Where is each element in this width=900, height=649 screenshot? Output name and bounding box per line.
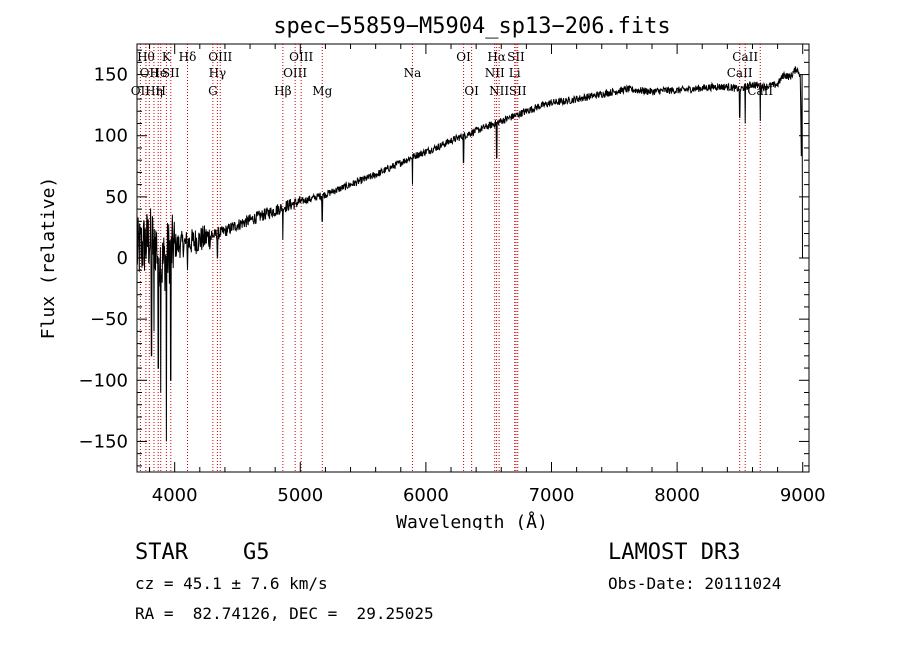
line-marker-label: Li xyxy=(509,66,521,80)
line-marker-label: NII xyxy=(489,84,509,98)
line-marker-label: Na xyxy=(404,66,422,80)
object-class: STAR xyxy=(135,540,188,565)
line-marker-label: SII xyxy=(507,50,525,64)
line-marker-label: OIII xyxy=(289,50,313,64)
line-marker-label: NII xyxy=(485,66,505,80)
line-marker-label: Hβ xyxy=(274,84,291,98)
line-marker-label: SII xyxy=(162,66,180,80)
line-marker-label: Hθ xyxy=(137,50,155,64)
line-marker-label: He xyxy=(149,66,167,80)
line-marker-label: CaII xyxy=(732,50,758,64)
y-axis: 150 100 50 0 −50 −100 −150 xyxy=(79,49,809,467)
y-tick-label: −150 xyxy=(79,431,128,452)
spectrum-chart: spec−55859−M5904_sp13−206.fits OIIHθOIIH… xyxy=(38,14,826,530)
y-tick-label: 0 xyxy=(117,248,128,269)
line-marker-label: OI xyxy=(456,50,471,64)
line-marker-label: SII xyxy=(509,84,527,98)
y-tick-label: 100 xyxy=(94,126,128,147)
y-axis-label: Flux (relative) xyxy=(38,177,59,340)
line-marker-label: G xyxy=(208,84,218,98)
line-marker-label: CaII xyxy=(727,66,753,80)
x-tick-label: 4000 xyxy=(152,485,198,506)
x-tick-label: 8000 xyxy=(654,485,700,506)
x-tick-label: 7000 xyxy=(529,485,575,506)
line-marker-label: Hδ xyxy=(179,50,197,64)
line-marker-label: Hα xyxy=(487,50,506,64)
y-tick-label: −50 xyxy=(90,309,128,330)
x-tick-label: 6000 xyxy=(403,485,449,506)
y-tick-label: 50 xyxy=(105,187,128,208)
line-marker-label: H xyxy=(156,84,166,98)
spectrum-series xyxy=(136,66,803,442)
line-marker-label: OII xyxy=(140,66,160,80)
y-tick-label: 150 xyxy=(94,65,128,86)
x-tick-label: 5000 xyxy=(277,485,323,506)
object-subclass: G5 xyxy=(243,540,270,565)
redshift-value: cz = 45.1 ± 7.6 km/s xyxy=(135,574,328,593)
x-axis: 4000 5000 6000 7000 8000 9000 xyxy=(149,44,826,506)
line-marker-label: K xyxy=(162,50,172,64)
plot-frame xyxy=(136,43,810,473)
line-marker-label: Mg xyxy=(312,84,332,98)
line-marker-label: OIII xyxy=(208,50,232,64)
x-axis-label: Wavelength (Å) xyxy=(396,511,548,530)
line-marker-label: OII xyxy=(131,84,151,98)
survey-name: LAMOST DR3 xyxy=(608,540,741,565)
y-tick-label: −100 xyxy=(79,370,128,391)
x-tick-label: 9000 xyxy=(780,485,826,506)
line-marker-label: Hγ xyxy=(209,66,227,80)
observation-date: Obs-Date: 20111024 xyxy=(608,574,782,593)
line-marker-label: Hη xyxy=(145,84,163,98)
line-marker-label: OI xyxy=(464,84,479,98)
sky-coordinates: RA = 82.74126, DEC = 29.25025 xyxy=(135,604,434,623)
chart-title: spec−55859−M5904_sp13−206.fits xyxy=(273,14,670,39)
spectrum-line xyxy=(136,66,803,442)
line-marker-label: OIII xyxy=(283,66,307,80)
line-markers: OIIHθOIIHηHeHKSIIHδGHγOIIIHβOIIIOIIIMgNa… xyxy=(131,44,773,472)
